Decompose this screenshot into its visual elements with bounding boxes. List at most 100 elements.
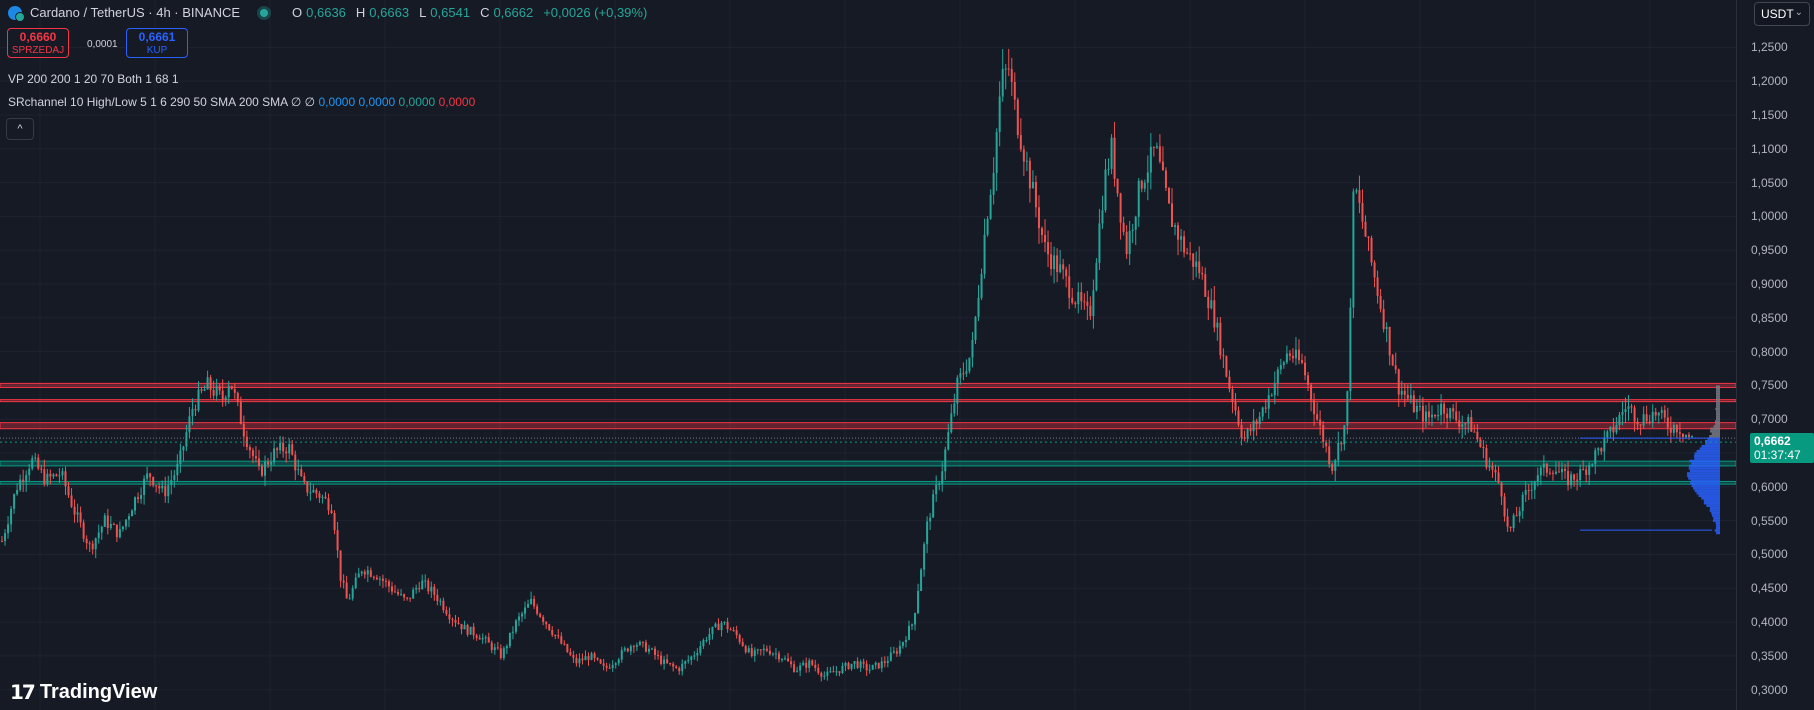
volume-profile-bar xyxy=(1691,462,1720,465)
sell-button[interactable]: 0,6660 SPRZEDAJ xyxy=(7,28,69,58)
candle-down xyxy=(641,641,644,643)
indicator-vp-title[interactable]: VP 200 200 1 20 70 Both 1 68 1 xyxy=(8,72,179,86)
candle-up xyxy=(578,658,581,664)
volume-profile-bar xyxy=(1688,467,1720,470)
ohlc-close-key: C xyxy=(480,5,490,20)
candle-up xyxy=(1603,437,1606,452)
candle-down xyxy=(1600,448,1603,452)
volume-profile-bar xyxy=(1696,449,1720,453)
price-tick-label: 0,7000 xyxy=(1751,412,1788,427)
indicator-vp-legend[interactable]: VP 200 200 1 20 70 Both 1 68 1 xyxy=(8,72,179,86)
candle-up xyxy=(1418,405,1421,407)
price-scale[interactable]: 1,2500 1,2000 1,1500 1,1000 1,0500 1,0000 0,95… xyxy=(1736,0,1814,710)
chart-area[interactable] xyxy=(0,0,1736,710)
candle-down xyxy=(1304,362,1307,376)
candle-up xyxy=(508,632,511,647)
candle-down xyxy=(847,662,850,669)
candle-down xyxy=(294,454,297,471)
candle-down xyxy=(1576,479,1579,481)
symbol-legend[interactable]: Cardano / TetherUS · 4h · BINANCE O 0,663… xyxy=(8,5,647,22)
candle-down xyxy=(1240,424,1243,438)
candle-up xyxy=(756,649,759,651)
currency-selector[interactable]: USDT ⌄ xyxy=(1754,2,1810,26)
indicator-srchannel-legend[interactable]: SRchannel 10 High/Low 5 1 6 290 50 SMA 2… xyxy=(8,95,475,109)
candle-up xyxy=(1409,395,1412,399)
volume-profile-bar xyxy=(1694,452,1720,455)
candle-down xyxy=(1086,301,1089,306)
candle-down xyxy=(1192,253,1195,267)
candle-up xyxy=(366,570,369,575)
candle-up xyxy=(986,218,989,235)
candle-up xyxy=(1657,412,1660,416)
candle-down xyxy=(726,621,729,630)
volume-profile-bar xyxy=(1716,392,1720,396)
candle-down xyxy=(814,664,817,668)
candle-up xyxy=(297,469,300,471)
symbol-title[interactable]: Cardano / TetherUS · 4h · BINANCE xyxy=(30,5,241,20)
price-tick-label: 1,2000 xyxy=(1751,74,1788,89)
price-tick-label: 1,1000 xyxy=(1751,141,1788,156)
volume-profile-bar xyxy=(1716,412,1720,416)
candle-down xyxy=(1044,234,1047,243)
candle-up xyxy=(1343,425,1346,445)
candle-down xyxy=(1037,207,1040,229)
candle-up xyxy=(1285,353,1288,363)
candle-down xyxy=(1443,403,1446,414)
candle-up xyxy=(684,661,687,664)
candle-down xyxy=(1177,225,1180,240)
candle-up xyxy=(1642,414,1645,426)
indicator-sr-value-4: 0,0000 xyxy=(438,95,476,109)
candle-up xyxy=(52,474,55,477)
candle-up xyxy=(1606,431,1609,438)
volume-profile-bar xyxy=(1715,407,1720,411)
candle-down xyxy=(1228,376,1231,390)
candle-down xyxy=(442,600,445,611)
price-tick-label: 0,9500 xyxy=(1751,243,1788,258)
buy-button[interactable]: 0,6661 KUP xyxy=(126,28,188,58)
candle-down xyxy=(303,476,306,482)
candle-up xyxy=(1346,391,1349,426)
candle-up xyxy=(998,96,1001,133)
volume-profile-bar xyxy=(1711,514,1720,517)
volume-profile-bar xyxy=(1713,516,1720,520)
candle-down xyxy=(248,447,251,451)
candle-down xyxy=(666,659,669,663)
candle-down xyxy=(397,592,400,595)
candle-up xyxy=(823,675,826,677)
candle-down xyxy=(1573,474,1576,480)
candle-up xyxy=(1294,349,1297,359)
candle-up xyxy=(1146,172,1149,183)
candle-down xyxy=(261,466,263,476)
candle-down xyxy=(575,657,578,664)
candle-up xyxy=(938,484,941,486)
volume-profile-bar xyxy=(1701,497,1720,500)
candle-down xyxy=(1515,515,1518,517)
candle-down xyxy=(1406,394,1409,399)
candle-up xyxy=(273,448,276,463)
candle-up xyxy=(617,659,620,664)
candle-down xyxy=(1458,420,1461,427)
candle-down xyxy=(563,643,566,645)
candle-up xyxy=(348,598,351,600)
volume-profile-bar xyxy=(1713,425,1720,428)
candle-down xyxy=(1307,375,1310,385)
candle-up xyxy=(170,480,173,486)
price-tick-label: 0,3000 xyxy=(1751,682,1788,697)
candle-down xyxy=(267,461,270,465)
candle-up xyxy=(421,580,424,590)
price-chart[interactable] xyxy=(0,0,1736,710)
candle-down xyxy=(557,635,560,637)
candle-down xyxy=(1034,181,1037,208)
candle-down xyxy=(1446,413,1449,419)
price-tick-label: 1,0000 xyxy=(1751,209,1788,224)
candle-down xyxy=(1485,448,1488,468)
candle-down xyxy=(1010,69,1013,82)
candle-up xyxy=(720,622,723,631)
candle-down xyxy=(1050,254,1053,270)
candle-up xyxy=(1660,410,1663,413)
volume-profile-bar xyxy=(1716,397,1720,401)
candle-down xyxy=(768,650,771,655)
candle-up xyxy=(771,653,774,655)
indicator-sr-title[interactable]: SRchannel 10 High/Low 5 1 6 290 50 SMA 2… xyxy=(8,95,316,109)
collapse-legend-button[interactable]: ^ xyxy=(6,118,34,140)
